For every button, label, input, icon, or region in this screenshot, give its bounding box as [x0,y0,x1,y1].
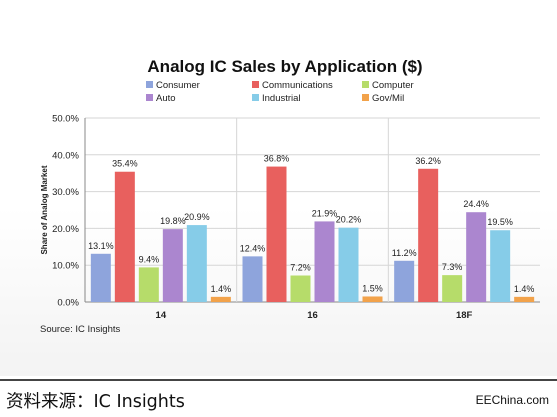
data-label: 13.1% [88,241,114,251]
footer-source: 资料来源：IC Insights [6,392,185,412]
legend-label: Gov/Mil [372,93,404,104]
data-label: 19.8% [160,216,186,226]
legend-label: Industrial [262,93,301,104]
divider [0,379,557,381]
legend-label: Consumer [156,80,200,91]
bar-computer [290,275,311,302]
chart-title: Analog IC Sales by Application ($) [147,57,422,76]
data-label: 1.4% [514,284,535,294]
data-label: 7.3% [442,262,463,272]
data-label: 21.9% [312,208,338,218]
bar-auto [314,221,335,302]
bar-computer [442,275,463,302]
footer-brand: EEChina.com [475,393,549,407]
chart-panel: Analog IC Sales by Application ($) Consum… [0,0,557,376]
bar-govmil [362,296,383,302]
x-tick-label: 14 [156,310,167,321]
bar-consumer [242,256,263,302]
bar-communications [418,168,439,302]
legend-label: Auto [156,93,176,104]
legend-swatch-communications [252,81,259,88]
data-label: 12.4% [240,243,266,253]
bar-govmil [210,296,231,302]
y-tick-label: 30.0% [52,187,79,198]
bar-industrial [490,230,511,302]
y-tick-label: 40.0% [52,150,79,161]
bar-govmil [514,296,535,302]
legend-label: Computer [372,80,414,91]
data-label: 24.4% [463,199,489,209]
bar-consumer [394,260,415,302]
x-tick-label: 16 [307,310,318,321]
bar-industrial [186,225,207,302]
legend-swatch-computer [362,81,369,88]
data-label: 7.2% [290,263,311,273]
data-label: 36.8% [264,154,290,164]
legend-swatch-consumer [146,81,153,88]
y-tick-label: 50.0% [52,114,79,125]
data-label: 36.2% [415,156,441,166]
data-label: 35.4% [112,159,138,169]
legend-label: Communications [262,80,333,91]
y-tick-label: 10.0% [52,261,79,272]
data-label: 1.4% [211,284,232,294]
legend-swatch-govmil [362,94,369,101]
data-label: 20.2% [336,215,362,225]
y-axis-title: Share of Analog Market [40,165,49,254]
legend-swatch-auto [146,94,153,101]
y-tick-label: 0.0% [57,298,79,309]
y-tick-label: 20.0% [52,224,79,235]
legend-swatch-industrial [252,94,259,101]
source-note: Source: IC Insights [40,324,121,335]
bar-consumer [90,253,111,302]
data-label: 11.2% [392,248,417,258]
x-tick-label: 18F [456,310,473,321]
chart-svg: Analog IC Sales by Application ($) Consum… [40,57,540,321]
data-label: 20.9% [184,212,210,222]
data-label: 19.5% [487,217,513,227]
data-label: 9.4% [139,254,160,264]
data-label: 1.5% [362,283,383,293]
bar-communications [114,171,135,302]
bar-communications [266,166,287,302]
bar-computer [138,267,159,302]
bar-auto [162,229,183,302]
bar-auto [466,212,487,302]
bar-industrial [338,227,359,302]
